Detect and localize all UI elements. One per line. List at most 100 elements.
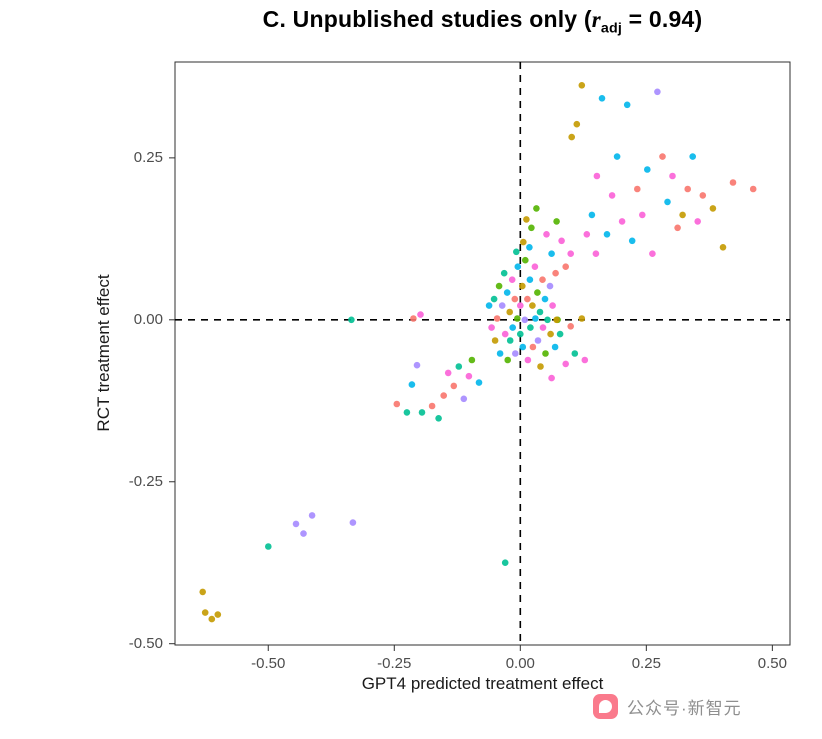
data-point: [201, 609, 209, 616]
y-tick-label: 0.25: [133, 148, 163, 166]
data-point: [551, 343, 559, 351]
watermark-text: 公众号·新智元: [627, 699, 742, 718]
x-axis-label: GPT4 predicted treatment effect: [361, 674, 604, 693]
data-point: [488, 324, 495, 331]
data-point: [512, 350, 519, 357]
data-point: [517, 330, 524, 338]
data-point: [542, 350, 549, 357]
data-point: [485, 302, 493, 309]
data-point: [562, 263, 569, 271]
data-point: [511, 295, 519, 303]
y-tick-label: -0.25: [128, 472, 163, 490]
data-point: [490, 295, 498, 303]
chart-title-r: r: [591, 7, 601, 32]
data-point: [495, 282, 503, 290]
data-point: [265, 543, 272, 550]
data-point: [410, 315, 417, 322]
data-point: [529, 343, 537, 351]
data-point: [450, 382, 458, 390]
data-point: [709, 205, 717, 212]
data-point: [468, 356, 476, 364]
data-point: [537, 363, 544, 370]
data-point: [348, 316, 355, 324]
data-point: [403, 409, 411, 416]
data-point: [444, 369, 452, 377]
data-point: [556, 330, 564, 338]
data-point: [519, 343, 527, 351]
data-point: [562, 360, 569, 368]
data-point: [684, 185, 691, 193]
data-point: [533, 205, 540, 212]
data-point: [460, 395, 468, 403]
data-point: [501, 330, 509, 338]
data-point: [506, 308, 513, 316]
data-point: [578, 82, 586, 89]
data-point: [519, 282, 526, 290]
data-point: [573, 120, 581, 128]
data-point: [749, 185, 757, 193]
data-point: [618, 218, 626, 225]
x-tick-label: -0.50: [251, 655, 286, 672]
chart-title-subscript: adj: [600, 20, 623, 37]
data-point: [581, 356, 589, 364]
data-point: [567, 323, 574, 330]
data-point: [526, 276, 534, 284]
data-point: [539, 324, 547, 331]
data-point: [208, 615, 216, 623]
data-point: [628, 237, 636, 245]
data-point: [524, 356, 532, 364]
data-point: [418, 409, 426, 416]
watermark: 公众号·新智元: [593, 694, 742, 719]
data-point: [455, 363, 463, 370]
data-point: [509, 324, 516, 331]
data-point: [603, 231, 611, 238]
data-point: [679, 211, 686, 219]
data-point: [440, 392, 448, 399]
data-point: [413, 361, 421, 369]
data-point: [300, 530, 307, 537]
data-point: [644, 166, 651, 173]
data-point: [729, 179, 737, 186]
data-point: [543, 231, 550, 238]
data-point: [623, 101, 631, 109]
data-point: [699, 192, 707, 199]
x-tick-label: 0.50: [757, 655, 787, 672]
data-point: [659, 153, 666, 160]
data-point: [513, 248, 520, 256]
data-point: [664, 198, 671, 206]
data-point: [547, 330, 554, 338]
data-point: [544, 316, 551, 324]
y-tick-label: 0.00: [133, 310, 163, 328]
chart-title-suffix: = 0.94): [622, 6, 703, 32]
watermark-icon: [593, 694, 618, 719]
data-point: [592, 250, 600, 257]
data-point: [526, 244, 533, 251]
data-point: [514, 263, 522, 271]
data-point: [669, 172, 676, 180]
data-point: [514, 315, 521, 322]
data-point: [528, 224, 535, 232]
data-point: [593, 172, 601, 180]
data-point: [428, 402, 436, 410]
data-point: [546, 282, 554, 290]
data-point: [598, 95, 606, 102]
y-tick-label: -0.50: [128, 634, 163, 652]
data-point: [491, 337, 499, 344]
data-point: [552, 269, 559, 277]
data-point: [553, 218, 560, 225]
data-point: [349, 519, 357, 526]
data-point: [654, 88, 661, 96]
data-point: [588, 211, 596, 219]
data-point: [608, 192, 616, 199]
data-point: [506, 337, 514, 344]
data-point: [571, 350, 579, 357]
data-point: [548, 250, 555, 257]
data-point: [517, 302, 524, 309]
data-point: [719, 244, 727, 251]
data-point: [523, 216, 530, 223]
x-tick-label: 0.00: [505, 655, 535, 672]
data-point: [548, 374, 555, 382]
data-point: [475, 379, 483, 386]
